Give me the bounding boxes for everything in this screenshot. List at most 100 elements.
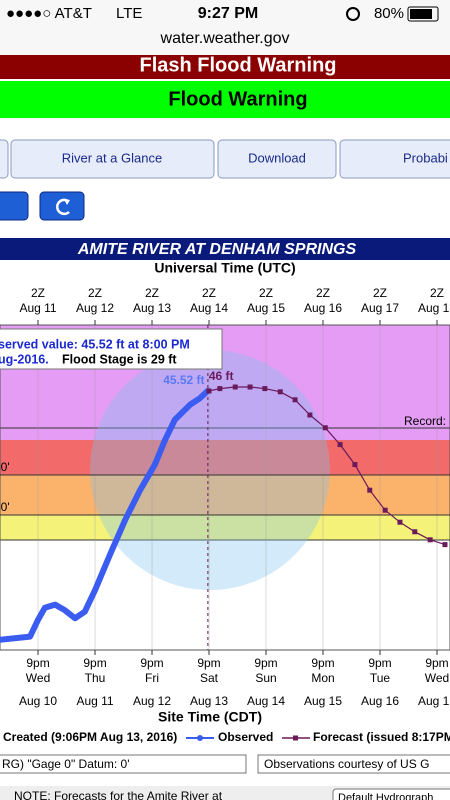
forecast-point (322, 425, 328, 431)
forecast-point (412, 529, 418, 535)
select[interactable] (332, 788, 450, 800)
legend-swatch (293, 735, 298, 741)
bottom-tick-day: Fri (145, 671, 159, 685)
refresh-icon (55, 198, 70, 216)
watermark (90, 350, 330, 590)
battery-percent: 80% (374, 5, 404, 22)
forecast-point (382, 507, 388, 513)
tab-label[interactable]: Probabi (403, 150, 448, 165)
moderate-band (0, 475, 450, 515)
top-tick-date: Aug 18 (418, 301, 450, 315)
alert-banner[interactable] (0, 55, 450, 79)
bottom-axis-label: Site Time (CDT) (158, 709, 262, 725)
status-bar (0, 0, 450, 55)
battery-icon (407, 6, 439, 22)
bottom-tick-day: Sat (200, 671, 219, 685)
tab[interactable] (0, 139, 9, 179)
info-box (0, 328, 223, 370)
forecast-point (277, 389, 283, 395)
bottom-tick-date: Aug 14 (247, 694, 285, 708)
bottom-tick-time: 9pm (197, 656, 220, 670)
bottom-tick-date: Aug 12 (133, 694, 171, 708)
top-tick-date: Aug 16 (304, 301, 342, 315)
bottom-tick-date: Aug 15 (304, 694, 342, 708)
datum-box (0, 754, 247, 774)
alert-banner[interactable] (0, 81, 450, 118)
plot-border (0, 324, 450, 651)
tab[interactable] (339, 139, 450, 179)
chart-title-bar (0, 238, 450, 260)
bottom-tick-date: Aug 11 (76, 694, 113, 708)
button[interactable] (0, 191, 29, 221)
top-tick-hour: 2Z (31, 286, 45, 300)
legend-swatch (197, 735, 203, 741)
bottom-tick-time: 9pm (140, 656, 163, 670)
tab-label[interactable]: Download (248, 150, 306, 165)
battery-level (410, 9, 432, 19)
bottom-tick-time: 9pm (26, 656, 49, 670)
bottom-tick-day: Wed (26, 671, 50, 685)
url[interactable]: water.weather.gov (160, 30, 290, 47)
bottom-tick-date: Aug 10 (19, 694, 57, 708)
y-tick-label: 35.0' (0, 460, 10, 474)
bottom-tick-time: 9pm (425, 656, 448, 670)
top-tick-hour: 2Z (88, 286, 102, 300)
tab-label[interactable]: River at a Glance (62, 150, 162, 165)
note: NOTE: Forecasts for the Amite River at (14, 789, 223, 800)
top-tick-date: Aug 17 (361, 301, 399, 315)
forecast-point (367, 487, 373, 493)
top-tick-date: Aug 14 (190, 301, 228, 315)
alert-text[interactable]: Flood Warning (168, 88, 307, 110)
tab[interactable] (217, 139, 337, 179)
bottom-tick-day: Mon (311, 671, 334, 685)
courtesy: Observations courtesy of US G (264, 757, 429, 771)
forecast-point (232, 384, 238, 390)
chart-title: AMITE RIVER AT DENHAM SPRINGS (77, 241, 357, 258)
top-tick-date: Aug 13 (133, 301, 171, 315)
info-line: ug-2016. (0, 352, 49, 366)
select-label[interactable]: Default Hydrograph (338, 792, 433, 800)
bottom-tick-time: 9pm (254, 656, 277, 670)
created-label: Created (9:06PM Aug 13, 2016) (3, 730, 177, 744)
refresh-button[interactable] (39, 191, 85, 221)
forecast-point (307, 412, 313, 418)
legend-label: Forecast (issued 8:17PM (313, 730, 450, 744)
carrier: ●●●●○ AT&T (6, 5, 92, 22)
top-tick-hour: 2Z (430, 286, 444, 300)
top-tick-hour: 2Z (202, 286, 216, 300)
bottom-tick-time: 9pm (83, 656, 106, 670)
bottom-tick-day: Thu (85, 671, 106, 685)
major-band (0, 440, 450, 475)
bottom-tick-date: Aug 13 (190, 694, 228, 708)
series-line (0, 387, 211, 643)
bottom-tick-day: Tue (370, 671, 391, 685)
clock: 9:27 PM (198, 5, 258, 22)
bottom-tick-time: 9pm (311, 656, 334, 670)
forecast-point (442, 542, 448, 548)
bottom-tick-day: Wed (425, 671, 449, 685)
network: LTE (116, 5, 142, 22)
forecast-point (217, 386, 223, 392)
series-label: 46 ft (209, 369, 234, 383)
forecast-point (292, 397, 298, 403)
forecast-point (337, 442, 343, 448)
forecast-point (352, 462, 358, 468)
info-line: Flood Stage is 29 ft (62, 352, 177, 366)
series-label: 45.52 ft (163, 373, 204, 387)
alert-text[interactable]: Flash Flood Warning (139, 54, 336, 76)
forecast-point (427, 537, 433, 543)
forecast-point (397, 519, 403, 525)
top-tick-date: Aug 15 (247, 301, 285, 315)
y-tick-label: 30.0' (0, 500, 10, 514)
tab[interactable] (10, 139, 215, 179)
refresh-arrow (64, 199, 70, 205)
top-axis-label: Universal Time (UTC) (154, 260, 295, 276)
bottom-tick-day: Sun (255, 671, 276, 685)
top-tick-date: Aug 12 (76, 301, 114, 315)
courtesy-box (257, 754, 450, 774)
alarm-icon (346, 7, 360, 21)
forecast-point (206, 388, 212, 394)
